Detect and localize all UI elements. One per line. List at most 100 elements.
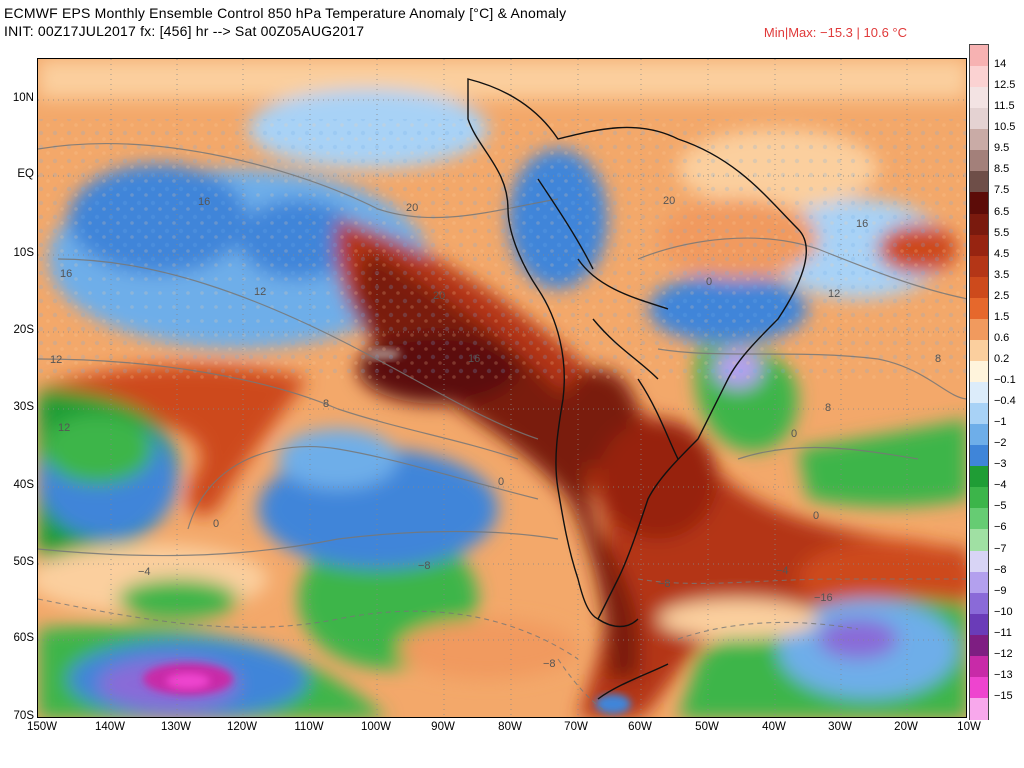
contour-label: 12 [254,286,266,298]
contour-label: 0 [706,276,712,288]
coastlines [467,78,807,700]
colorbar-label: 9.5 [994,142,1010,155]
colorbar-label: −15 [994,689,1013,702]
contour-label: 20 [406,202,418,214]
colorbar-cell [970,676,988,699]
colorbar-cell [970,424,988,446]
colorbar-label: 10.5 [994,121,1016,134]
colorbar-label: 5.5 [994,226,1010,239]
contour-label: 20 [663,195,675,207]
colorbar-cell [970,318,988,341]
contours [38,143,966,557]
colorbar-cell [970,66,988,88]
colorbar-cell [970,213,988,236]
lon-label: 50W [695,721,719,733]
lon-label: 70W [564,721,588,733]
colorbar-label: −3 [994,458,1007,471]
lon-label: 100W [360,721,392,733]
min-max-readout: Min|Max: −15.3 | 10.6 °C [763,25,907,40]
colorbar-label: 3.5 [994,268,1010,281]
colorbar-label: 12.5 [994,79,1016,92]
colorbar-label: −2 [994,437,1007,450]
colorbar-cell [970,382,988,404]
colorbar-label: 11.5 [994,100,1015,113]
antarctic-peninsula-cold [595,694,631,714]
colorbar-cell [970,255,988,278]
colorbar-cell [970,192,988,214]
lon-label: 110W [294,721,324,733]
lon-label: 60W [628,721,652,733]
contour-label: 0 [213,518,219,530]
colorbar-label: −0.4 [994,395,1016,408]
contour-label: −8 [418,560,431,572]
contour-label: 16 [60,268,72,280]
colorbar-cell [970,550,988,573]
lat-label: 60S [13,632,34,644]
contour-label: −8 [543,658,556,670]
contour-label: 16 [856,218,868,230]
colorbar-label: −13 [994,668,1013,681]
colorbar-label: −8 [994,563,1007,576]
colorbar-label: −12 [994,647,1013,660]
colorbar-cell [970,592,988,615]
colorbar-label: −1 [994,416,1007,429]
colorbar [969,44,989,720]
contour-label: 16 [468,353,480,365]
colorbar-label: −10 [994,605,1013,618]
lon-label: 140W [94,721,126,733]
lon-label: 150W [26,721,58,733]
contour-label: 0 [791,428,797,440]
contour-label: 20 [433,290,445,302]
colorbar-cell [970,360,988,383]
colorbar-cell [970,129,988,151]
lat-label: EQ [17,168,34,180]
colorbar-cell [970,508,988,530]
colorbar-cell [970,87,988,109]
graticule [38,59,966,717]
map-canvas: 16 20 16 12 20 12 8 20 16 12 8 16 8 12 0… [38,59,966,717]
colorbar-cell [970,234,988,257]
noise-speckle [38,119,966,379]
colorbar-cell [970,45,988,67]
lat-label: 50S [13,556,34,568]
colorbar-label: −11 [994,626,1012,639]
lat-label: 20S [13,324,34,336]
colorbar-cell [970,697,988,720]
contour-label: 0 [813,510,819,522]
colorbar-cell [970,171,988,193]
contour-label-group: 16 20 16 12 20 12 8 20 16 12 8 16 8 12 0… [50,195,941,670]
colorbar-cell [970,487,988,509]
colorbar-label: −0.1 [994,374,1016,386]
colorbar-cell [970,634,988,657]
contour-label: 8 [323,398,329,410]
contour-label: −4 [776,565,789,577]
colorbar-cell [970,445,988,467]
lon-label: 90W [431,721,455,733]
colorbar-cell [970,613,988,636]
colorbar-label: −9 [994,584,1007,597]
cold-core-center [166,673,210,689]
lon-label: 10W [957,721,981,733]
colorbar-label: 8.5 [994,163,1010,176]
map-title: ECMWF EPS Monthly Ensemble Control 850 h… [4,5,567,21]
contour-label: 8 [825,402,831,414]
contour-label: 0 [498,476,504,488]
lon-label: 40W [762,721,786,733]
contour-label: −16 [814,592,833,604]
colorbar-cell [970,150,988,172]
contour-label: 8 [935,353,941,365]
lat-label: 10N [12,92,34,104]
colorbar-cell [970,466,988,488]
colorbar-cell [970,655,988,678]
lat-label: 30S [13,401,34,413]
colorbar-cell [970,403,988,425]
colorbar-label: −5 [994,500,1007,513]
colorbar-label: 4.5 [994,247,1010,260]
lon-label: 120W [226,721,258,733]
contour-label: −4 [138,566,151,578]
colorbar-label: 14 [994,58,1007,71]
colorbar-cell [970,276,988,299]
colorbar-label: −7 [994,542,1007,555]
colorbar-label: 0.6 [994,331,1010,344]
dashed-contours [38,578,966,717]
